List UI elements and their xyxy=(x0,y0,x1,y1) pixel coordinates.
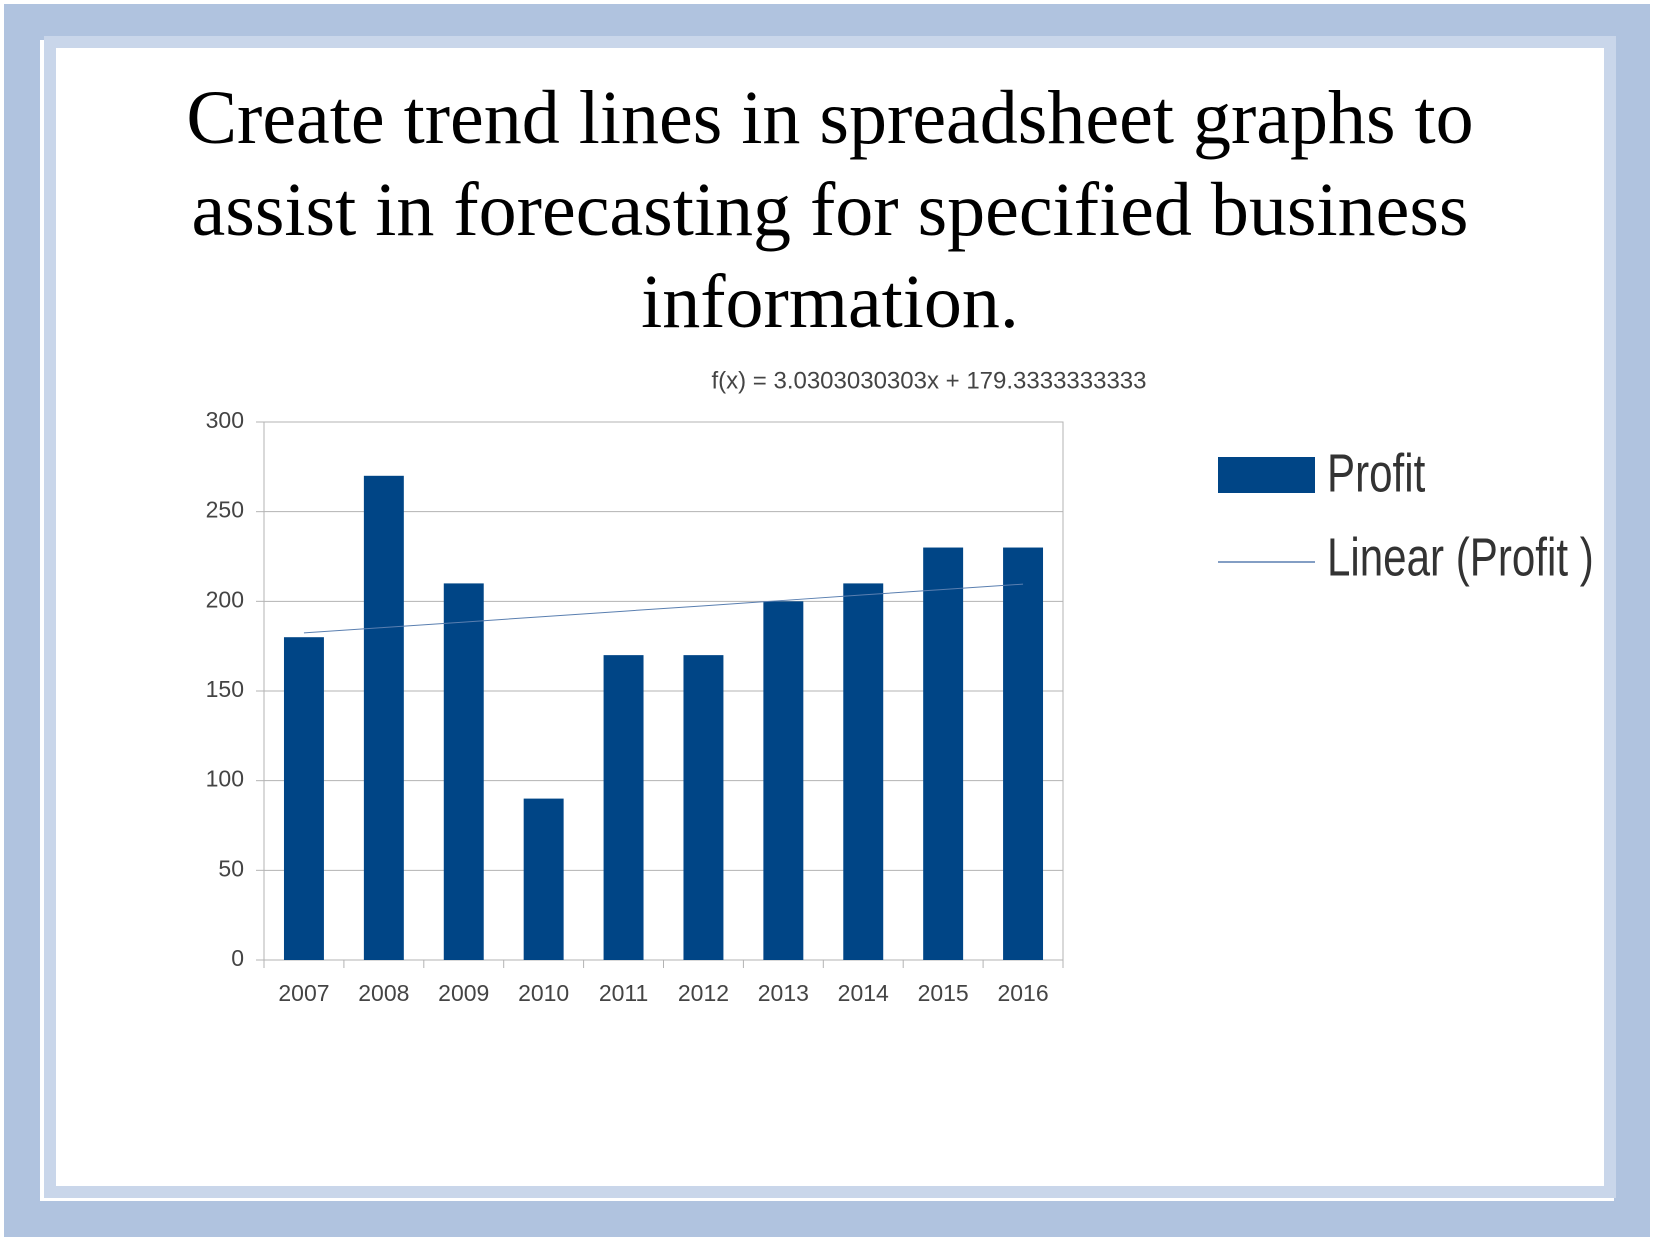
bar xyxy=(923,547,964,960)
legend-label: Profit xyxy=(1327,443,1426,503)
y-tick-label: 200 xyxy=(206,586,244,612)
x-tick-label: 2015 xyxy=(918,980,969,1006)
x-tick-label: 2010 xyxy=(518,980,569,1006)
y-tick-label: 300 xyxy=(206,407,244,433)
bar xyxy=(443,583,484,960)
bar xyxy=(603,655,644,960)
x-tick-label: 2016 xyxy=(997,980,1048,1006)
y-tick-label: 150 xyxy=(206,676,244,702)
bar xyxy=(1003,547,1044,960)
x-tick-label: 2007 xyxy=(278,980,329,1006)
slide-title: Create trend lines in spreadsheet graphs… xyxy=(186,76,1474,344)
y-tick-label: 50 xyxy=(218,855,244,881)
x-tick-label: 2011 xyxy=(599,980,648,1006)
trend-line xyxy=(303,583,1024,634)
x-tick-label: 2012 xyxy=(678,980,729,1006)
trend-equation: f(x) = 3.0303030303x + 179.3333333333 xyxy=(711,367,1146,394)
frame xyxy=(4,4,1650,1237)
y-tick-label: 0 xyxy=(231,945,244,971)
x-tick-label: 2008 xyxy=(358,980,409,1006)
bar xyxy=(363,475,404,960)
bar xyxy=(683,655,724,960)
x-tick-label: 2009 xyxy=(438,980,489,1006)
y-tick-label: 100 xyxy=(206,766,244,792)
x-tick-label: 2014 xyxy=(838,980,889,1006)
bar xyxy=(843,583,884,960)
bar xyxy=(523,798,564,960)
bar xyxy=(763,601,804,960)
legend-swatch xyxy=(1218,457,1315,493)
y-tick-label: 250 xyxy=(206,497,244,523)
bar xyxy=(283,637,324,960)
x-tick-label: 2013 xyxy=(758,980,809,1006)
frame-inner xyxy=(44,36,1616,1198)
legend-label: Linear (Profit ) xyxy=(1327,527,1594,587)
